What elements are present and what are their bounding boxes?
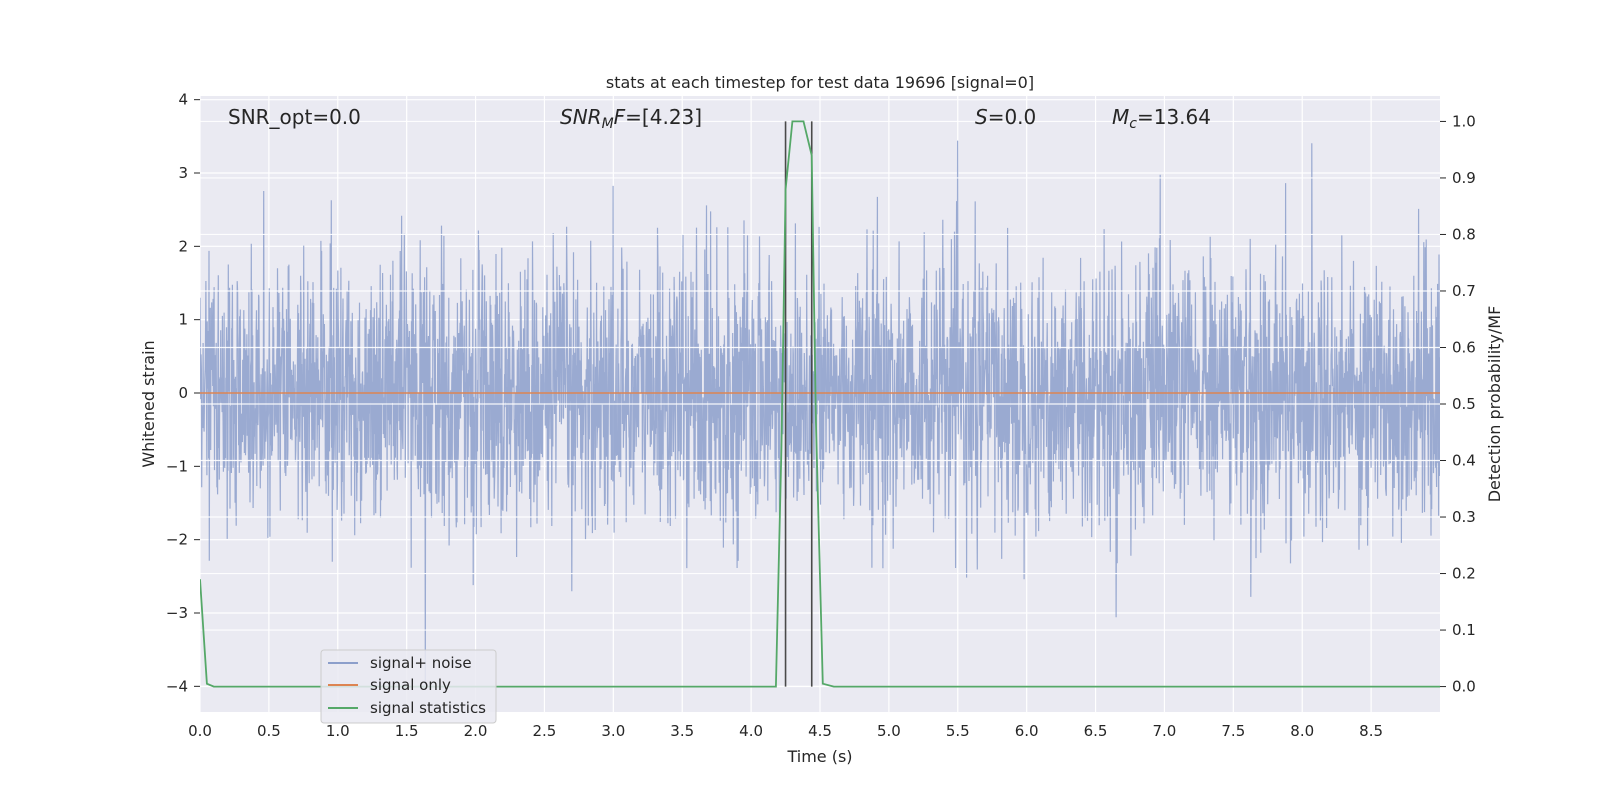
snr-mf-main: SNR — [560, 105, 602, 129]
y-tick-label: 4 — [178, 91, 188, 109]
x-tick-label: 6.5 — [1084, 722, 1108, 740]
chart-title: stats at each timestep for test data 196… — [606, 73, 1034, 92]
y-tick-label: 3 — [178, 164, 188, 182]
y-tick-label: −1 — [166, 457, 188, 475]
x-tick-label: 1.5 — [395, 722, 419, 740]
y2-tick-label: 1.0 — [1452, 112, 1476, 130]
y2-tick-label: 0.8 — [1452, 225, 1476, 243]
y2-axis-ticks: 1.0 0.9 0.8 0.7 0.6 0.5 0.4 0.3 0.2 0.1 0.0 — [1440, 112, 1476, 696]
snr-mf-sub: M — [602, 116, 614, 132]
legend-label-signal-noise: signal+ noise — [370, 654, 472, 672]
series-signal-noise — [200, 140, 1440, 687]
s-symbol: S — [975, 105, 988, 129]
y-axis-label: Whitened strain — [139, 340, 158, 467]
y2-axis-label: Detection probability/MF — [1485, 306, 1504, 503]
x-tick-label: 5.0 — [877, 722, 901, 740]
y-tick-label: 1 — [178, 311, 188, 329]
y-tick-label: −2 — [166, 531, 188, 549]
x-axis-label: Time (s) — [786, 747, 852, 766]
legend: signal+ noise signal only signal statist… — [320, 649, 497, 724]
x-tick-label: 0.0 — [188, 722, 212, 740]
x-tick-label: 8.0 — [1290, 722, 1314, 740]
snr-mf-value: =[4.23] — [625, 105, 702, 129]
annotation-s: S=0.0 — [975, 105, 1036, 129]
annotation-snr-opt: SNR_opt=0.0 — [228, 105, 361, 129]
y-tick-label: −3 — [166, 604, 188, 622]
y2-tick-label: 0.4 — [1452, 452, 1476, 470]
mc-value: =13.64 — [1137, 105, 1211, 129]
series-signal-statistics — [200, 120, 1440, 688]
x-tick-label: 7.0 — [1153, 722, 1177, 740]
annotation-snr-mf: SNRMF=[4.23] — [560, 105, 702, 132]
mc-symbol: M — [1112, 105, 1129, 129]
x-tick-label: 7.5 — [1221, 722, 1245, 740]
legend-label-signal-only: signal only — [370, 676, 451, 694]
y2-tick-label: 0.5 — [1452, 395, 1476, 413]
legend-label-signal-statistics: signal statistics — [370, 699, 486, 717]
x-tick-label: 4.0 — [739, 722, 763, 740]
x-tick-label: 8.5 — [1359, 722, 1383, 740]
x-tick-label: 2.5 — [533, 722, 557, 740]
x-tick-label: 2.0 — [464, 722, 488, 740]
y-tick-label: −4 — [166, 677, 188, 695]
x-tick-label: 0.5 — [257, 722, 281, 740]
x-tick-label: 4.5 — [808, 722, 832, 740]
y-axis-ticks: 4 3 2 1 0 −1 −2 −3 −4 — [166, 91, 200, 695]
x-tick-label: 6.0 — [1015, 722, 1039, 740]
y2-tick-label: 0.6 — [1452, 338, 1476, 356]
x-tick-label: 5.5 — [946, 722, 970, 740]
y2-tick-label: 0.7 — [1452, 282, 1476, 300]
x-tick-label: 3.5 — [670, 722, 694, 740]
x-tick-label: 3.0 — [601, 722, 625, 740]
s-value: =0.0 — [988, 105, 1037, 129]
y2-tick-label: 0.2 — [1452, 565, 1476, 583]
snr-mf-tail: F — [614, 105, 626, 129]
mc-sub: c — [1129, 116, 1137, 132]
x-tick-label: 1.0 — [326, 722, 350, 740]
legend-box — [320, 649, 497, 724]
y-tick-label: 2 — [178, 237, 188, 255]
annotation-mc: Mc=13.64 — [1112, 105, 1211, 132]
x-axis-ticks: 0.0 0.5 1.0 1.5 2.0 2.5 3.0 3.5 4.0 4.5 5.0 5.5 6.0 6… — [188, 722, 1383, 740]
y2-tick-label: 0.9 — [1452, 169, 1476, 187]
y2-tick-label: 0.1 — [1452, 621, 1476, 639]
y-tick-label: 0 — [178, 384, 188, 402]
y2-tick-label: 0.0 — [1452, 678, 1476, 696]
y2-tick-label: 0.3 — [1452, 508, 1476, 526]
